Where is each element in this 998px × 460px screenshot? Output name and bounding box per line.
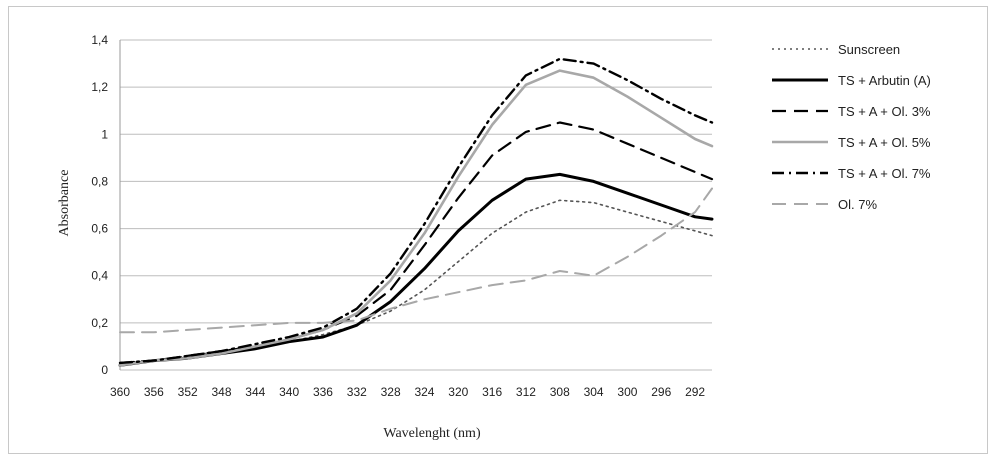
y-tick-label: 0 bbox=[101, 363, 108, 377]
x-tick-label: 344 bbox=[245, 385, 265, 399]
data-series bbox=[118, 57, 714, 367]
y-tick-label: 0,4 bbox=[91, 269, 108, 283]
x-tick-label: 360 bbox=[110, 385, 130, 399]
x-tick-label: 312 bbox=[516, 385, 536, 399]
x-tick-label: 304 bbox=[584, 385, 604, 399]
legend-label: TS + A + Ol. 5% bbox=[838, 135, 931, 150]
x-tick-label: 300 bbox=[617, 385, 637, 399]
x-tick-label: 296 bbox=[651, 385, 671, 399]
x-tick-label: 356 bbox=[144, 385, 164, 399]
x-tick-label: 340 bbox=[279, 385, 299, 399]
x-axis-title: Wavelenght (nm) bbox=[383, 426, 481, 441]
y-tick-label: 0,2 bbox=[91, 316, 108, 330]
legend-label: TS + A + Ol. 7% bbox=[838, 166, 931, 181]
x-tick-label: 308 bbox=[550, 385, 570, 399]
x-tick-label: 328 bbox=[381, 385, 401, 399]
y-tick-label: 0,6 bbox=[91, 222, 108, 236]
y-tick-label: 0,8 bbox=[91, 174, 108, 188]
x-tick-label: 336 bbox=[313, 385, 333, 399]
legend-label: TS + Arbutin (A) bbox=[838, 73, 931, 88]
series-line bbox=[119, 187, 713, 334]
x-tick-labels: 360 356 352 348 344 340 336 332 328 324 320 316 312 3… bbox=[110, 385, 705, 399]
legend: Sunscreen TS + Arbutin (A) TS + A + Ol. 3%… bbox=[772, 42, 931, 212]
y-tick-label: 1,2 bbox=[91, 80, 108, 94]
x-tick-label: 324 bbox=[414, 385, 434, 399]
x-tick-label: 352 bbox=[178, 385, 198, 399]
gridlines bbox=[119, 39, 712, 371]
y-axis-title: Absorbance bbox=[57, 170, 72, 237]
x-tick-label: 292 bbox=[685, 385, 705, 399]
x-tick-label: 320 bbox=[448, 385, 468, 399]
series-line bbox=[118, 57, 714, 365]
series-line bbox=[118, 172, 714, 367]
x-tick-label: 332 bbox=[347, 385, 367, 399]
series-line bbox=[118, 69, 714, 367]
y-tick-labels: 0 0,2 0,4 0,6 0,8 1 1,2 1,4 bbox=[91, 33, 108, 377]
legend-label: Sunscreen bbox=[838, 42, 900, 57]
x-tick-label: 348 bbox=[211, 385, 231, 399]
legend-label: TS + A + Ol. 3% bbox=[838, 104, 931, 119]
x-tick-label: 316 bbox=[482, 385, 502, 399]
series-line bbox=[118, 121, 714, 364]
legend-label: Ol. 7% bbox=[838, 197, 877, 212]
y-tick-label: 1,4 bbox=[91, 33, 108, 47]
y-tick-label: 1 bbox=[101, 127, 108, 141]
series-line bbox=[119, 199, 713, 367]
